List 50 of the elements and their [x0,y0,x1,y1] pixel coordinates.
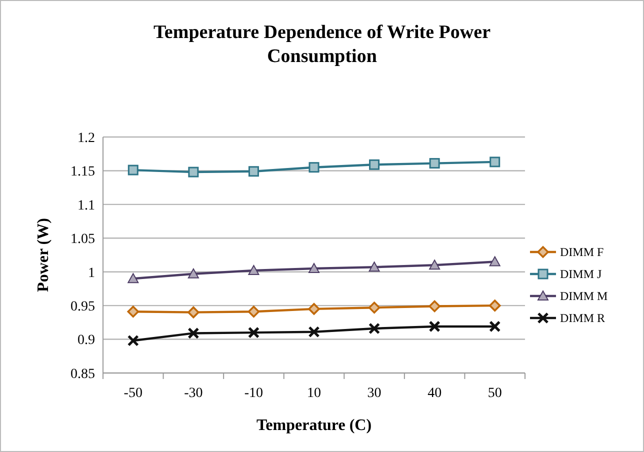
point [368,302,380,314]
point [248,306,260,318]
point [308,162,320,173]
point [128,164,138,176]
point [188,327,200,340]
x-axis-title: Temperature (C) [256,417,372,434]
x-tick-label: 30 [367,386,382,401]
point [429,260,440,270]
point [127,334,139,346]
point [248,326,260,338]
legend-label: DIMM M [560,289,608,304]
legend-label: DIMM F [560,245,604,260]
point [368,322,380,334]
point [248,265,260,276]
point [488,300,501,312]
point [368,262,380,272]
point [429,158,440,169]
point [128,273,139,284]
x-tick-label: -50 [124,386,142,401]
x-tick-label: -10 [244,386,264,401]
y-tick-label: 0.85 [70,366,95,382]
point [248,166,259,177]
x-tick-label: 40 [428,386,442,401]
point [428,300,440,312]
point [188,166,199,178]
x-tick-label: 50 [488,386,502,401]
point [489,320,501,332]
point [308,326,320,338]
point [490,156,500,168]
point [308,262,320,273]
legend-label: DIMM R [560,311,606,326]
point [127,306,140,318]
point [308,303,320,315]
point [188,306,200,318]
y-tick-label: 1.2 [78,130,95,146]
y-tick-label: 0.95 [70,299,95,314]
point [489,256,500,266]
point [428,320,440,332]
y-tick-label: 1.15 [70,164,95,180]
point [188,268,199,278]
y-axis-title: Power (W) [35,218,52,292]
chart-title: Temperature Dependence of Write Power Consumption [154,22,492,67]
point [369,159,380,170]
x-tick-label: -30 [184,386,203,401]
y-tick-label: 1.1 [78,198,95,214]
y-tick-label: 0.9 [78,333,95,348]
x-tick-label: 10 [307,386,321,401]
y-tick-label: 1.05 [70,232,95,248]
y-tick-label: 1 [88,266,95,281]
legend-label: DIMM J [560,267,602,282]
